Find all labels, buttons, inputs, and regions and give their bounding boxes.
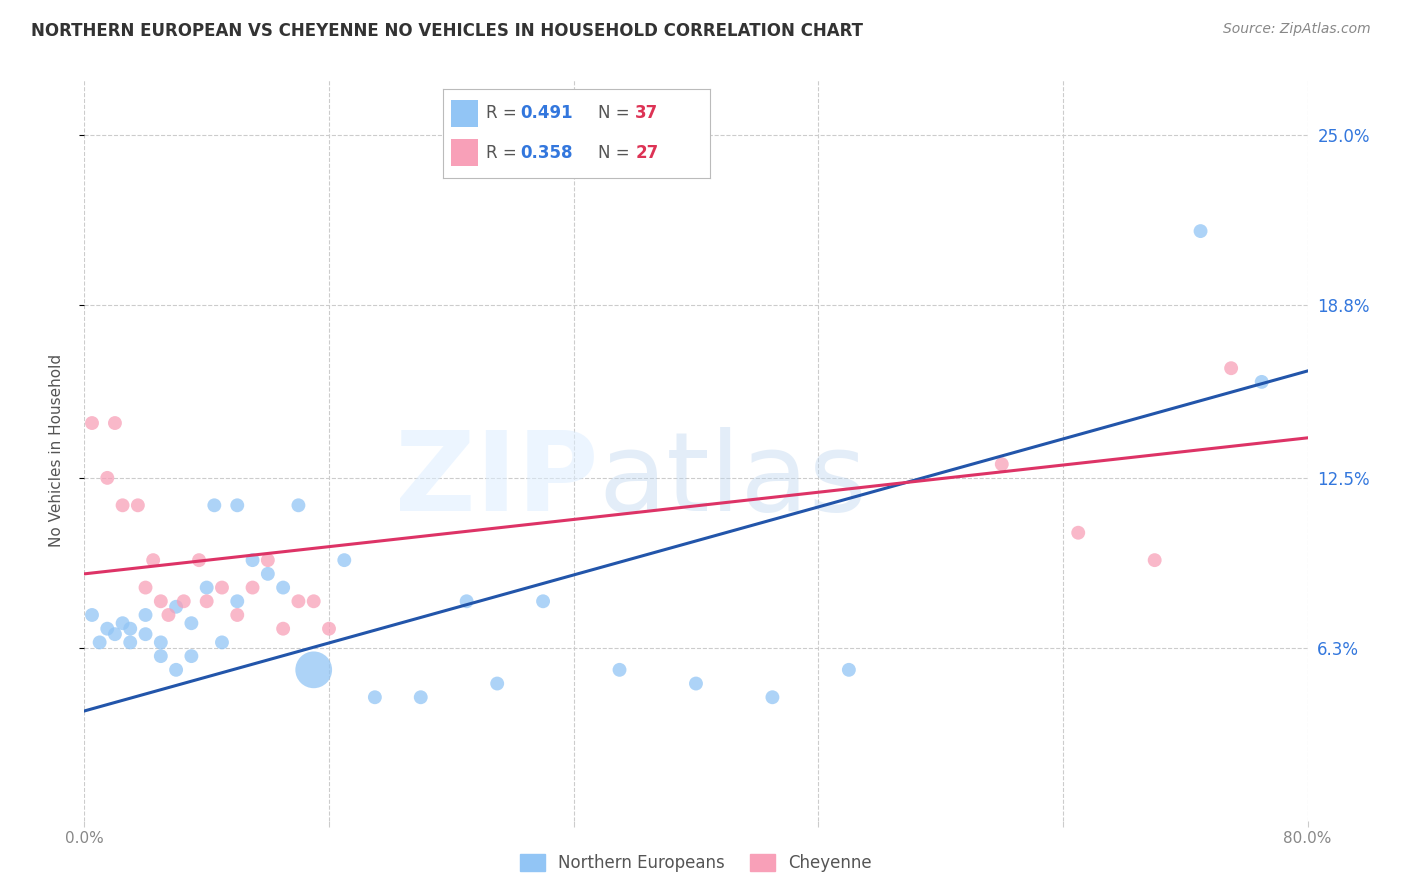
Point xyxy=(302,663,325,677)
Point xyxy=(111,498,134,512)
Text: 37: 37 xyxy=(636,104,658,122)
Text: ZIP: ZIP xyxy=(395,426,598,533)
Text: atlas: atlas xyxy=(598,426,866,533)
Point xyxy=(149,594,172,608)
Point xyxy=(271,581,294,595)
Point xyxy=(226,498,249,512)
Text: 27: 27 xyxy=(636,144,658,161)
Point xyxy=(211,635,233,649)
Bar xyxy=(451,100,478,127)
Point xyxy=(271,622,294,636)
Point xyxy=(211,581,233,595)
Point xyxy=(486,676,509,690)
Text: N =: N = xyxy=(598,104,634,122)
Point xyxy=(89,635,111,649)
Point xyxy=(80,416,103,430)
Point xyxy=(531,594,554,608)
Point xyxy=(242,581,264,595)
Point xyxy=(120,622,142,636)
Point xyxy=(609,663,631,677)
Point xyxy=(135,581,157,595)
Point xyxy=(180,649,202,664)
Bar xyxy=(451,139,478,166)
Point xyxy=(318,622,340,636)
Point xyxy=(135,627,157,641)
Point xyxy=(135,607,157,622)
Point xyxy=(149,635,172,649)
Legend: Northern Europeans, Cheyenne: Northern Europeans, Cheyenne xyxy=(513,847,879,879)
Point xyxy=(1067,525,1090,540)
Point xyxy=(188,553,211,567)
Point xyxy=(104,627,127,641)
Text: Source: ZipAtlas.com: Source: ZipAtlas.com xyxy=(1223,22,1371,37)
Text: 0.491: 0.491 xyxy=(520,104,574,122)
Point xyxy=(96,471,118,485)
Point xyxy=(838,663,860,677)
Point xyxy=(685,676,707,690)
Point xyxy=(202,498,225,512)
Point xyxy=(173,594,195,608)
Point xyxy=(149,649,172,664)
Point xyxy=(364,690,387,705)
Point xyxy=(120,635,142,649)
Point xyxy=(333,553,356,567)
Point xyxy=(195,581,218,595)
Point xyxy=(302,594,325,608)
Point xyxy=(257,566,280,581)
Point xyxy=(80,607,103,622)
Text: R =: R = xyxy=(485,104,522,122)
Y-axis label: No Vehicles in Household: No Vehicles in Household xyxy=(49,354,63,547)
Point xyxy=(142,553,165,567)
Point xyxy=(111,616,134,631)
Point xyxy=(409,690,432,705)
Point xyxy=(104,416,127,430)
Point xyxy=(991,457,1014,471)
Text: NORTHERN EUROPEAN VS CHEYENNE NO VEHICLES IN HOUSEHOLD CORRELATION CHART: NORTHERN EUROPEAN VS CHEYENNE NO VEHICLE… xyxy=(31,22,863,40)
Point xyxy=(1220,361,1243,376)
Text: 0.358: 0.358 xyxy=(520,144,572,161)
Point xyxy=(165,663,187,677)
Point xyxy=(96,622,118,636)
Point xyxy=(180,616,202,631)
Point xyxy=(195,594,218,608)
Text: R =: R = xyxy=(485,144,522,161)
Point xyxy=(127,498,149,512)
Point xyxy=(1143,553,1166,567)
Point xyxy=(1250,375,1272,389)
Point xyxy=(165,599,187,614)
Point xyxy=(226,607,249,622)
Text: N =: N = xyxy=(598,144,634,161)
Point xyxy=(242,553,264,567)
Point xyxy=(1189,224,1212,238)
Point xyxy=(287,594,309,608)
Point xyxy=(226,594,249,608)
Point xyxy=(257,553,280,567)
Point xyxy=(157,607,180,622)
Point xyxy=(761,690,783,705)
Point xyxy=(287,498,309,512)
Point xyxy=(456,594,478,608)
